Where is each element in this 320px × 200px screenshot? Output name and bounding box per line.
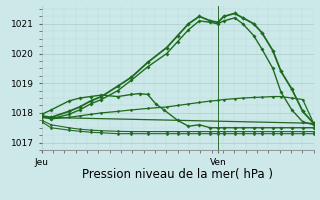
X-axis label: Pression niveau de la mer( hPa ): Pression niveau de la mer( hPa ) bbox=[82, 168, 273, 181]
